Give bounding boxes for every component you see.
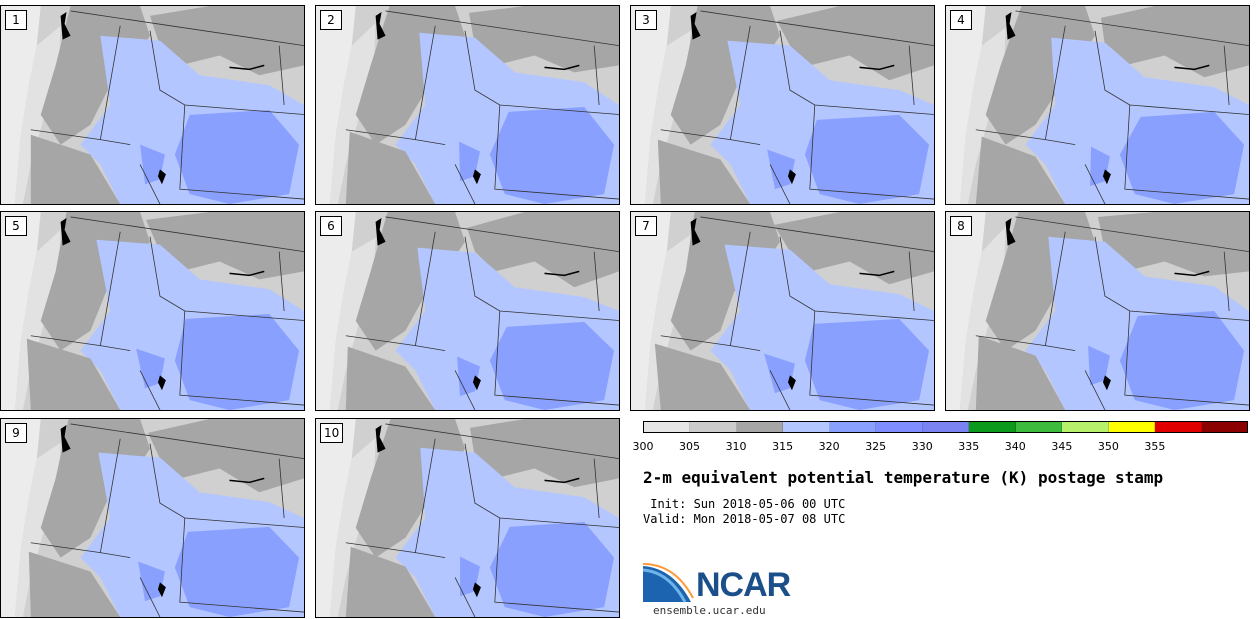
colorbar-tick-label: 355 — [1144, 440, 1166, 453]
colorbar-segment — [1062, 422, 1109, 432]
colorbar-segment — [922, 422, 970, 432]
init-time: Init: Sun 2018-05-06 00 UTC — [643, 497, 846, 511]
map-image — [1, 212, 304, 410]
colorbar-segment — [1108, 422, 1156, 432]
map-image — [316, 6, 619, 204]
map-panel-4: 4 — [945, 5, 1250, 205]
panel-label: 6 — [320, 216, 342, 236]
colorbar-tick-label: 330 — [911, 440, 933, 453]
colorbar-segment — [690, 422, 737, 432]
map-image — [946, 6, 1249, 204]
map-panel-5: 5 — [0, 211, 305, 411]
colorbar-tick-label: 335 — [958, 440, 980, 453]
ncar-logo-icon — [643, 563, 694, 603]
ncar-logo-text: NCAR — [696, 566, 791, 604]
colorbar-segment — [969, 422, 1016, 432]
map-panel-9: 9 — [0, 418, 305, 618]
panel-label: 10 — [320, 423, 344, 443]
colorbar-segment — [1155, 422, 1202, 432]
map-panel-10: 10 — [315, 418, 620, 618]
colorbar-tick-label: 325 — [865, 440, 887, 453]
panel-label: 1 — [5, 10, 27, 30]
panel-label: 4 — [950, 10, 972, 30]
valid-time: Valid: Mon 2018-05-07 08 UTC — [643, 512, 846, 526]
colorbar-tick-label: 320 — [818, 440, 840, 453]
colorbar-tick-label: 340 — [1004, 440, 1026, 453]
logo-url: ensemble.ucar.edu — [653, 604, 766, 617]
map-panel-3: 3 — [630, 5, 935, 205]
colorbar-segment — [829, 422, 877, 432]
colorbar-segment — [1015, 422, 1063, 432]
map-image — [631, 6, 934, 204]
colorbar-tick-label: 305 — [679, 440, 701, 453]
colorbar-tick-label: 350 — [1097, 440, 1119, 453]
colorbar-tick-label: 310 — [725, 440, 747, 453]
panel-label: 7 — [635, 216, 657, 236]
map-image — [1, 6, 304, 204]
map-image — [316, 419, 619, 617]
map-panel-8: 8 — [945, 211, 1250, 411]
panel-label: 2 — [320, 10, 342, 30]
panel-label: 3 — [635, 10, 657, 30]
colorbar-segment — [783, 422, 830, 432]
panel-label: 5 — [5, 216, 27, 236]
map-image — [316, 212, 619, 410]
panel-label: 8 — [950, 216, 972, 236]
map-image — [1, 419, 304, 617]
colorbar-segment — [1201, 422, 1248, 432]
colorbar-segment — [876, 422, 923, 432]
colorbar-tick-label: 345 — [1051, 440, 1073, 453]
page-title: 2-m equivalent potential temperature (K)… — [643, 468, 1164, 487]
map-panel-6: 6 — [315, 211, 620, 411]
map-image — [946, 212, 1249, 410]
map-panel-7: 7 — [630, 211, 935, 411]
colorbar — [643, 421, 1248, 433]
map-panel-1: 1 — [0, 5, 305, 205]
map-panel-2: 2 — [315, 5, 620, 205]
colorbar-segment — [736, 422, 784, 432]
map-image — [631, 212, 934, 410]
colorbar-tick-label: 315 — [772, 440, 794, 453]
colorbar-tick-label: 300 — [632, 440, 654, 453]
panel-label: 9 — [5, 423, 27, 443]
colorbar-segment — [644, 422, 691, 432]
